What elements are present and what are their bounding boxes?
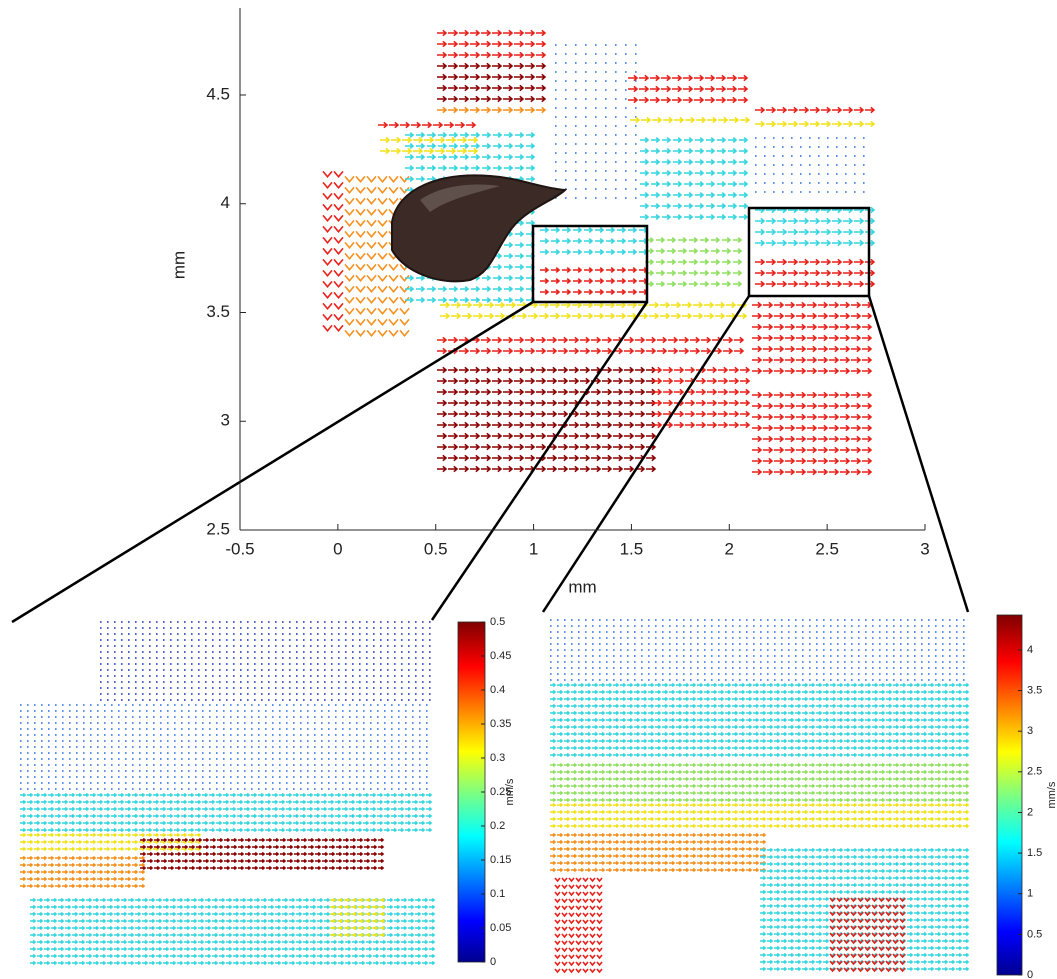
x-tick-label: 3 bbox=[920, 539, 929, 558]
vector-arrows bbox=[30, 897, 436, 966]
vector-arrows bbox=[437, 106, 547, 114]
connector bbox=[11, 300, 534, 624]
colorbar-tick-label: 0.35 bbox=[490, 718, 511, 730]
x-tick-label: 2.5 bbox=[815, 539, 839, 558]
vector-arrows bbox=[440, 301, 748, 320]
specimen-highlight bbox=[420, 184, 500, 212]
vector-arrows bbox=[555, 44, 637, 199]
colorbar-tick-label: 0 bbox=[1027, 969, 1033, 979]
colorbar-tick-label: 3 bbox=[1027, 725, 1033, 737]
vector-arrows bbox=[550, 762, 970, 803]
x-tick-label: -0.5 bbox=[225, 539, 254, 558]
vector-arrows bbox=[628, 74, 749, 104]
vector-arrows bbox=[437, 336, 745, 355]
vector-arrows bbox=[437, 29, 547, 59]
vector-arrows bbox=[755, 258, 876, 288]
x-tick-label: 2 bbox=[725, 539, 734, 558]
vector-arrows bbox=[20, 704, 428, 790]
vector-arrows bbox=[640, 136, 749, 221]
colorbar-tick-label: 0.5 bbox=[490, 616, 505, 628]
vector-arrows bbox=[20, 792, 433, 833]
vector-field bbox=[20, 29, 970, 974]
colorbar-tick-label: 4 bbox=[1027, 644, 1033, 656]
vector-arrows bbox=[760, 847, 970, 972]
connector bbox=[867, 295, 970, 613]
colorbar-tick-label: 0.4 bbox=[490, 684, 505, 696]
colorbar-tick-label: 1.5 bbox=[1027, 847, 1042, 859]
vector-arrows bbox=[378, 121, 477, 129]
vector-arrows bbox=[645, 236, 743, 288]
colorbar-tick-label: 0.2 bbox=[490, 820, 505, 832]
vector-arrows bbox=[829, 897, 906, 973]
y-axis-label: mm bbox=[169, 251, 188, 279]
y-tick-label: 4 bbox=[221, 193, 230, 212]
vector-arrows bbox=[755, 106, 876, 114]
vector-arrows bbox=[755, 206, 876, 247]
y-tick-label: 2.5 bbox=[206, 519, 230, 538]
colorbars: 0 0.05 0.1 0.15 0.2 0.25 0.3 0.35 0.4 0.45 0.5 mm/s… bbox=[457, 614, 1057, 979]
vector-arrows bbox=[554, 877, 603, 974]
vector-arrows bbox=[540, 226, 649, 256]
vector-arrows bbox=[437, 366, 657, 473]
zoom-annotations bbox=[11, 206, 970, 624]
vector-arrows bbox=[755, 120, 876, 128]
vector-arrows bbox=[20, 832, 202, 852]
vector-arrows bbox=[630, 116, 751, 124]
x-tick-label: 1.5 bbox=[620, 539, 644, 558]
connector bbox=[430, 301, 649, 621]
vector-arrows bbox=[550, 832, 767, 873]
vector-arrows bbox=[652, 366, 751, 429]
colorbar-tick-label: 0.3 bbox=[490, 752, 505, 764]
colorbar-tick-label: 0.25 bbox=[490, 786, 511, 798]
colorbar-tick-label: 0.45 bbox=[490, 650, 511, 662]
colorbar-tick-label: 2.5 bbox=[1027, 766, 1042, 778]
vector-arrows bbox=[100, 621, 431, 701]
vector-arrows bbox=[322, 170, 344, 333]
colorbar-tick-label: 0.5 bbox=[1027, 928, 1042, 940]
x-tick-label: 0.5 bbox=[424, 539, 448, 558]
vector-arrows bbox=[755, 137, 865, 193]
vector-arrows bbox=[380, 136, 479, 155]
vector-arrows bbox=[752, 391, 873, 476]
vector-arrows bbox=[550, 802, 970, 829]
colorbar bbox=[996, 614, 1023, 976]
vector-arrows bbox=[330, 897, 386, 938]
colorbar-label: mm/s bbox=[1046, 781, 1057, 808]
y-tick-label: 3.5 bbox=[206, 302, 230, 321]
colorbar-tick-label: 0.05 bbox=[490, 922, 511, 934]
x-tick-label: 1 bbox=[529, 539, 538, 558]
y-tick-label: 3 bbox=[221, 411, 230, 430]
x-axis-label: mm bbox=[568, 577, 596, 596]
vector-arrows bbox=[550, 682, 970, 758]
colorbar-tick-label: 0.15 bbox=[490, 854, 511, 866]
vector-arrows bbox=[140, 837, 385, 871]
vector-arrows bbox=[20, 855, 146, 889]
colorbar-tick-label: 2 bbox=[1027, 806, 1033, 818]
colorbar-tick-label: 3.5 bbox=[1027, 684, 1042, 696]
x-tick-label: 0 bbox=[333, 539, 342, 558]
colorbar-tick-label: 0 bbox=[490, 956, 496, 968]
colorbar-tick-label: 1 bbox=[1027, 888, 1033, 900]
vector-arrows bbox=[540, 266, 649, 296]
colorbar bbox=[457, 621, 486, 963]
vector-arrows bbox=[550, 619, 965, 681]
connector bbox=[541, 295, 751, 613]
y-tick-label: 4.5 bbox=[206, 84, 230, 103]
zoom-box bbox=[531, 224, 649, 304]
zoom-box bbox=[747, 206, 871, 298]
vector-arrows bbox=[437, 62, 547, 103]
vector-arrows bbox=[752, 301, 873, 375]
colorbar-tick-label: 0.1 bbox=[490, 888, 505, 900]
main-axes: -0.5 0 0.5 1 1.5 2 2.5 3 2.5 3 3.5 4 4.5 mm mm bbox=[169, 8, 930, 596]
colorbar-label: mm/s bbox=[504, 778, 516, 805]
